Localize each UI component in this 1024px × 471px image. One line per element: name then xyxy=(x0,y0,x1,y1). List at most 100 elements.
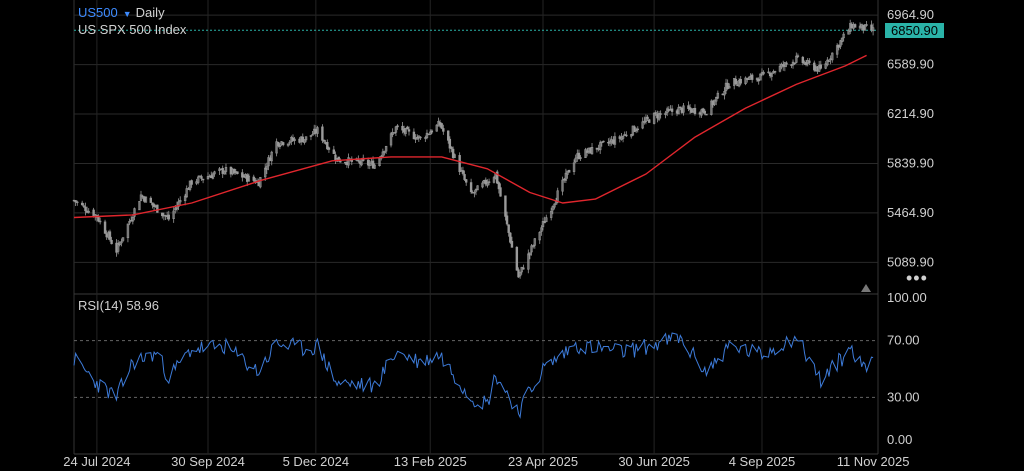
candle-body xyxy=(469,182,473,193)
candle-body xyxy=(389,133,393,146)
candle-body xyxy=(734,78,738,85)
candle-body xyxy=(419,136,422,139)
candle-body xyxy=(201,178,205,181)
candle-body xyxy=(448,138,452,149)
candle-body xyxy=(785,62,788,65)
price-tick-label: 6214.90 xyxy=(887,106,934,121)
candle-body xyxy=(634,129,638,132)
candle-body xyxy=(464,179,468,183)
candle-body xyxy=(394,126,398,133)
candle-body xyxy=(793,62,796,65)
dropdown-triangle-icon[interactable]: ▼ xyxy=(122,9,132,19)
candle-body xyxy=(515,246,519,271)
candle-body xyxy=(339,160,342,163)
candle-body xyxy=(621,135,625,139)
candle-body xyxy=(492,177,496,183)
candle-body xyxy=(824,63,827,69)
candle-body xyxy=(247,175,251,182)
chart-title[interactable]: US500 ▼ Daily xyxy=(78,5,165,20)
candle-body xyxy=(705,113,708,116)
candle-body xyxy=(795,55,798,63)
candle-body xyxy=(682,105,685,113)
candle-body xyxy=(347,157,350,166)
candle-body xyxy=(865,24,868,26)
candle-body xyxy=(138,201,141,211)
candle-body xyxy=(839,40,842,47)
candle-body xyxy=(842,33,845,39)
candle-body xyxy=(728,86,731,89)
candle-body xyxy=(549,210,553,218)
candle-body xyxy=(224,167,228,172)
candle-body xyxy=(286,143,290,146)
candle-body xyxy=(827,60,831,62)
candle-body xyxy=(80,202,84,206)
candle-body xyxy=(275,141,278,154)
candle-body xyxy=(322,139,326,142)
candle-body xyxy=(625,134,628,137)
candle-body xyxy=(716,92,720,99)
candle-body xyxy=(600,141,604,144)
candle-body xyxy=(819,64,823,69)
candle-body xyxy=(641,121,644,129)
candle-body xyxy=(293,138,296,141)
candle-body xyxy=(796,55,800,57)
candle-body xyxy=(177,201,180,207)
candle-body xyxy=(540,227,543,232)
candle-body xyxy=(744,77,747,85)
candle-body xyxy=(327,147,331,150)
candle-body xyxy=(531,245,535,247)
axes: 6964.90 6589.90 6214.90 5839.90 5464.90 5089.… xyxy=(63,7,934,469)
rsi-tick-label: 100.00 xyxy=(887,290,927,305)
candle-body xyxy=(383,150,386,154)
candle-body xyxy=(82,205,86,207)
candle-body xyxy=(156,204,159,213)
candle-body xyxy=(311,134,314,136)
candle-body xyxy=(98,220,102,223)
candle-body xyxy=(561,179,564,192)
candle-body xyxy=(499,187,502,197)
candle-body xyxy=(759,73,762,81)
candle-body xyxy=(528,252,532,256)
candle-body xyxy=(808,60,811,64)
candle-body xyxy=(435,124,438,132)
candle-body xyxy=(447,130,450,141)
candle-body xyxy=(139,194,143,201)
candle-body xyxy=(633,126,636,132)
candle-body xyxy=(252,176,255,181)
candle-body xyxy=(366,159,370,166)
candle-body xyxy=(497,182,501,190)
candle-body xyxy=(574,157,577,163)
candle-body xyxy=(321,126,324,141)
candle-body xyxy=(371,160,375,169)
candle-body xyxy=(670,108,674,112)
candle-body xyxy=(476,185,479,191)
candle-body xyxy=(263,167,267,178)
candle-body xyxy=(783,62,787,67)
candle-body xyxy=(206,176,210,180)
candle-body xyxy=(401,125,404,131)
candle-body xyxy=(564,172,568,181)
candle-body xyxy=(602,140,605,143)
candle-body xyxy=(484,179,488,185)
candle-body xyxy=(281,142,285,146)
symbol-label[interactable]: US500 xyxy=(78,5,118,20)
candle-body xyxy=(831,52,834,61)
candle-body xyxy=(687,105,690,109)
price-tick-label: 6964.90 xyxy=(887,7,934,22)
candle-body xyxy=(110,239,113,245)
interval-label[interactable]: Daily xyxy=(135,5,165,20)
candle-body xyxy=(84,206,87,212)
candle-body xyxy=(713,99,716,105)
candle-body xyxy=(288,141,291,144)
more-options-icon[interactable]: ••• xyxy=(906,268,928,288)
time-tick-label: 30 Sep 2024 xyxy=(171,454,245,469)
moving-average-line xyxy=(73,54,867,219)
moving-average-layer xyxy=(73,54,867,219)
candle-body xyxy=(577,152,581,160)
candle-body xyxy=(747,77,751,80)
candle-body xyxy=(584,149,587,158)
time-tick-label: 30 Jun 2025 xyxy=(618,454,690,469)
candle-body xyxy=(172,210,175,219)
price-tick-label: 5464.90 xyxy=(887,205,934,220)
